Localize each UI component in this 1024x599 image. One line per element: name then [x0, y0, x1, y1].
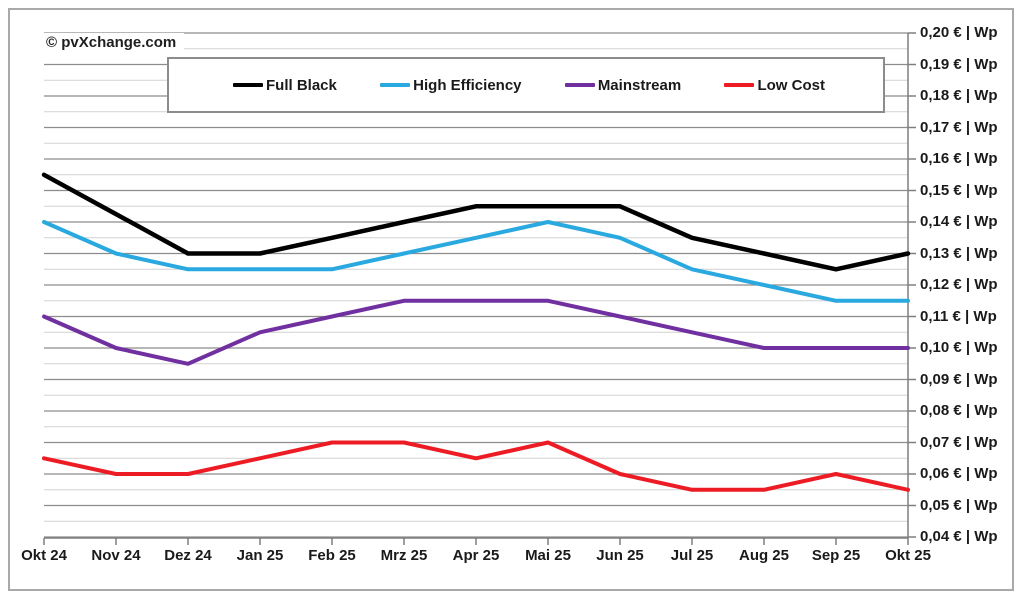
series-lines — [41, 172, 911, 492]
x-axis-tick-label: Jul 25 — [670, 547, 714, 564]
y-axis-tick-label: 0,15 € | Wp — [920, 181, 998, 199]
series-line-mainstream — [42, 298, 910, 366]
x-axis-tick-label: Aug 25 — [738, 547, 789, 564]
legend-swatch — [380, 83, 411, 87]
axes — [43, 32, 916, 545]
y-axis-tick-label: 0,07 € | Wp — [920, 433, 998, 451]
series-line-low-cost — [42, 440, 910, 492]
legend-item-full-black: Full Black — [233, 77, 337, 94]
legend-item-high-efficiency: High Efficiency — [380, 76, 522, 94]
legend-swatch — [724, 83, 755, 87]
y-axis-tick-label: 0,04 € | Wp — [920, 528, 998, 545]
x-axis-tick-label: Dez 24 — [164, 547, 212, 564]
legend-swatch — [233, 83, 263, 87]
gridlines — [44, 32, 908, 538]
x-axis-tick-label: Okt 24 — [21, 547, 67, 564]
x-axis-tick-label: Nov 24 — [91, 547, 141, 564]
y-axis-tick-label: 0,10 € | Wp — [920, 339, 998, 356]
legend-label: Mainstream — [597, 76, 682, 94]
y-axis-tick-label: 0,12 € | Wp — [920, 276, 998, 293]
legend: Full Black High Efficiency Mainstream Low C… — [167, 57, 885, 113]
legend-item-low-cost: Low Cost — [724, 77, 825, 94]
legend-label: High Efficiency — [413, 76, 522, 94]
y-axis-tick-label: 0,13 € | Wp — [920, 244, 998, 262]
y-axis-tick-label: 0,05 € | Wp — [920, 496, 998, 514]
x-axis-tick-label: Sep 25 — [811, 547, 861, 564]
x-axis-tick-label: Jan 25 — [236, 547, 284, 564]
x-axis-tick-label: Okt 25 — [885, 547, 931, 564]
x-axis-tick-label: Mrz 25 — [380, 547, 428, 564]
legend-item-mainstream: Mainstream — [564, 76, 682, 94]
x-axis-tick-label: Mai 25 — [525, 547, 571, 564]
y-axis-tick-label: 0,16 € | Wp — [920, 150, 998, 167]
legend-swatch — [564, 83, 595, 87]
x-axis-tick-label: Feb 25 — [308, 547, 356, 564]
y-axis-tick-label: 0,06 € | Wp — [920, 465, 998, 482]
y-axis-tick-label: 0,20 € | Wp — [920, 24, 998, 41]
x-axis-tick-label: Jun 25 — [596, 547, 644, 564]
y-axis-tick-label: 0,11 € | Wp — [920, 307, 997, 325]
series-line-full-black — [41, 172, 911, 272]
y-axis-tick-label: 0,17 € | Wp — [920, 118, 998, 136]
copyright-label: © pvXchange.com — [44, 33, 185, 52]
x-axis-tick-label: Apr 25 — [452, 547, 500, 564]
legend-label: Full Black — [266, 76, 337, 94]
y-axis-tick-label: 0,08 € | Wp — [920, 402, 998, 419]
y-axis-tick-label: 0,14 € | Wp — [920, 213, 998, 230]
y-axis-tick-label: 0,18 € | Wp — [920, 87, 998, 104]
legend-label: Low Cost — [757, 76, 825, 94]
y-axis-tick-label: 0,09 € | Wp — [920, 370, 998, 388]
y-axis-tick-label: 0,19 € | Wp — [920, 55, 998, 73]
series-line-high-efficiency — [42, 220, 910, 303]
